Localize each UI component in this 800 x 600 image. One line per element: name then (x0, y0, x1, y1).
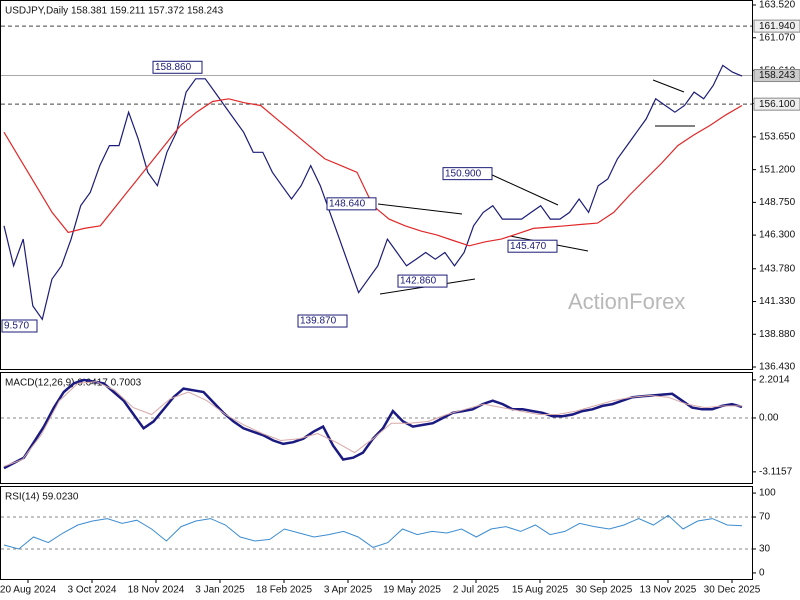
x-tick-label: 18 Feb 2025 (256, 585, 313, 596)
y-tick-label: 146.300 (759, 230, 796, 241)
x-tick-label: 19 May 2025 (383, 585, 441, 596)
y-tick-label: 153.650 (759, 132, 796, 143)
trendline (652, 79, 685, 93)
macd-panel (0, 372, 753, 484)
y-tick-label: 138.880 (759, 329, 796, 340)
y-tick-label: 136.430 (759, 362, 796, 373)
series-line (3, 64, 743, 321)
y-tick-label: 0 (759, 568, 765, 579)
x-tick-label: 15 Aug 2025 (512, 585, 569, 596)
y-tick-label: 143.780 (759, 263, 796, 274)
annotation-label: 142.860 (400, 276, 437, 287)
x-tick-label: 2 Jul 2025 (453, 585, 500, 596)
watermark: ActionForex (568, 289, 685, 314)
x-tick-label: 18 Nov 2024 (128, 585, 185, 596)
annotation-box (297, 314, 348, 328)
y-tick-label: -3.1157 (759, 466, 793, 477)
x-tick-label: 3 Oct 2024 (68, 585, 117, 596)
level-label-box (753, 69, 800, 83)
series-line (3, 378, 743, 470)
annotation-box (152, 60, 203, 74)
y-tick-label: 30 (759, 544, 771, 555)
level-label: 156.100 (759, 99, 796, 110)
y-tick-label: 70 (759, 512, 771, 523)
series-line (3, 98, 743, 247)
annotation-label: 150.900 (445, 168, 482, 179)
x-tick-label: 30 Dec 2025 (704, 585, 761, 596)
annotation-box (326, 197, 377, 211)
panel-title: RSI(14) 59.0230 (5, 492, 79, 503)
panel-title: USDJPY,Daily 158.381 159.211 157.372 158… (5, 6, 224, 17)
y-tick-label: 151.200 (759, 164, 796, 175)
level-label: 158.243 (759, 70, 796, 81)
x-tick-label: 13 Nov 2025 (640, 585, 697, 596)
level-label: 161.940 (759, 21, 796, 32)
x-tick-label: 20 Aug 2024 (0, 585, 57, 596)
annotation-label: 145.470 (510, 241, 547, 252)
trendlines (377, 79, 695, 295)
y-tick-label: 148.750 (759, 197, 796, 208)
annotation-label: 158.860 (155, 62, 192, 73)
price-panel (0, 0, 753, 370)
x-tick-label: 3 Apr 2025 (324, 585, 373, 596)
y-tick-label: 100 (759, 488, 776, 499)
level-label-box (753, 97, 800, 111)
annotation-box (397, 274, 448, 288)
y-tick-label: 161.070 (759, 32, 796, 43)
trendline (489, 173, 559, 206)
annotation-label: 148.640 (329, 198, 366, 209)
y-tick-label: 2.2014 (759, 375, 790, 386)
annotation-box (507, 239, 558, 253)
x-tick-label: 3 Jan 2025 (195, 585, 245, 596)
annotation-box (442, 167, 493, 181)
annotation-label: 139.870 (300, 316, 337, 327)
series-line (3, 381, 742, 467)
trendline (377, 203, 463, 215)
x-tick-label: 30 Sep 2025 (576, 585, 633, 596)
y-tick-label: 141.330 (759, 296, 796, 307)
annotation-label: 9.570 (4, 321, 29, 332)
rsi-panel (0, 486, 753, 580)
annotation-box (1, 319, 38, 333)
y-tick-label: 0.00 (759, 413, 779, 424)
series-line (3, 514, 743, 550)
level-label-box (753, 19, 800, 33)
y-tick-label: 163.520 (759, 0, 796, 11)
